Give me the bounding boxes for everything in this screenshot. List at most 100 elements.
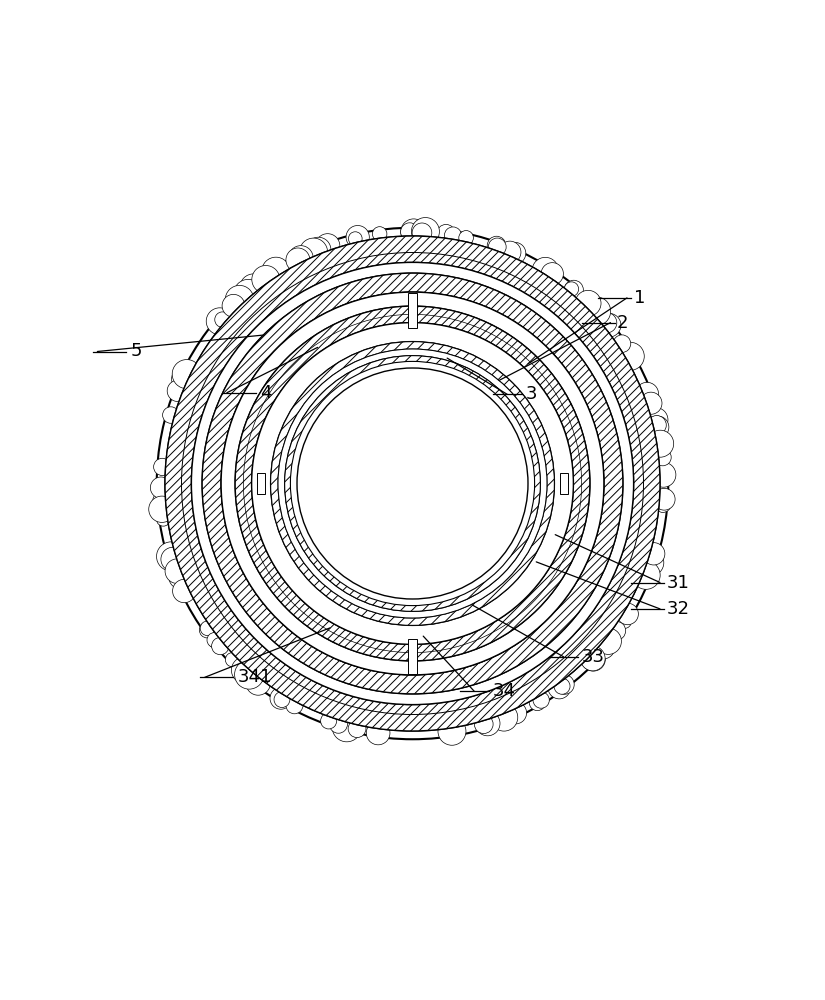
- Circle shape: [533, 692, 549, 708]
- Circle shape: [475, 711, 500, 736]
- Circle shape: [372, 227, 387, 241]
- Circle shape: [221, 292, 604, 675]
- Circle shape: [564, 280, 583, 299]
- Circle shape: [616, 613, 632, 629]
- Circle shape: [488, 236, 506, 255]
- Circle shape: [306, 237, 331, 262]
- Circle shape: [651, 462, 676, 487]
- Circle shape: [206, 308, 233, 335]
- Circle shape: [270, 687, 292, 709]
- Circle shape: [191, 262, 634, 705]
- Circle shape: [150, 477, 172, 498]
- Circle shape: [235, 306, 590, 661]
- Circle shape: [554, 678, 570, 694]
- Circle shape: [617, 603, 639, 625]
- Circle shape: [153, 492, 170, 509]
- Circle shape: [459, 231, 474, 245]
- Circle shape: [548, 676, 571, 699]
- Circle shape: [529, 694, 545, 711]
- Circle shape: [286, 248, 310, 272]
- Circle shape: [474, 715, 493, 734]
- Circle shape: [401, 219, 427, 245]
- Bar: [257, 473, 265, 494]
- Text: 31: 31: [667, 574, 690, 591]
- Circle shape: [231, 657, 258, 683]
- Circle shape: [632, 561, 660, 589]
- Circle shape: [240, 274, 267, 301]
- Circle shape: [223, 293, 248, 318]
- Bar: [408, 639, 417, 674]
- Circle shape: [237, 663, 252, 678]
- Circle shape: [163, 407, 179, 423]
- Circle shape: [488, 238, 507, 256]
- Circle shape: [647, 416, 669, 438]
- Circle shape: [191, 262, 634, 705]
- Circle shape: [640, 392, 662, 414]
- Circle shape: [412, 223, 431, 243]
- Text: 33: 33: [582, 648, 605, 666]
- Circle shape: [172, 360, 201, 389]
- Circle shape: [290, 361, 535, 606]
- Circle shape: [490, 704, 518, 731]
- Circle shape: [654, 449, 672, 466]
- Circle shape: [654, 496, 671, 512]
- Circle shape: [637, 549, 664, 576]
- Circle shape: [616, 342, 644, 370]
- Circle shape: [285, 356, 540, 611]
- Circle shape: [597, 313, 621, 337]
- Circle shape: [445, 227, 461, 244]
- Circle shape: [643, 543, 665, 565]
- Circle shape: [157, 228, 668, 739]
- Circle shape: [172, 367, 195, 391]
- Text: 3: 3: [526, 385, 537, 403]
- Circle shape: [157, 542, 186, 571]
- Circle shape: [647, 430, 674, 457]
- Circle shape: [554, 675, 574, 694]
- Circle shape: [329, 715, 347, 733]
- Circle shape: [575, 290, 601, 316]
- Circle shape: [209, 634, 223, 648]
- Circle shape: [225, 653, 239, 667]
- Circle shape: [234, 660, 264, 689]
- Circle shape: [278, 349, 547, 618]
- Circle shape: [286, 697, 303, 714]
- Circle shape: [246, 671, 271, 695]
- Circle shape: [221, 292, 604, 675]
- Circle shape: [148, 496, 175, 522]
- Circle shape: [202, 273, 623, 694]
- Circle shape: [289, 246, 314, 270]
- Circle shape: [348, 720, 366, 738]
- Text: 5: 5: [130, 342, 142, 360]
- Circle shape: [541, 263, 563, 285]
- Circle shape: [348, 232, 362, 245]
- Text: 1: 1: [634, 289, 645, 307]
- Circle shape: [212, 637, 229, 655]
- Circle shape: [346, 226, 370, 249]
- Circle shape: [278, 349, 547, 618]
- Circle shape: [202, 273, 623, 694]
- Circle shape: [169, 567, 191, 589]
- Bar: [408, 293, 417, 328]
- Circle shape: [595, 628, 621, 654]
- Circle shape: [649, 421, 667, 438]
- Circle shape: [299, 238, 328, 266]
- Circle shape: [315, 234, 340, 258]
- Circle shape: [412, 218, 440, 246]
- Circle shape: [239, 664, 260, 685]
- Circle shape: [262, 257, 290, 286]
- Text: 32: 32: [667, 600, 690, 618]
- Circle shape: [165, 559, 190, 583]
- Circle shape: [653, 437, 669, 453]
- Circle shape: [207, 633, 222, 647]
- Circle shape: [492, 709, 511, 728]
- Circle shape: [235, 306, 590, 661]
- Circle shape: [596, 313, 617, 333]
- Circle shape: [151, 479, 169, 497]
- Text: 341: 341: [238, 668, 272, 686]
- Circle shape: [165, 236, 660, 731]
- Circle shape: [200, 622, 215, 638]
- Circle shape: [505, 702, 526, 724]
- Circle shape: [332, 713, 361, 742]
- Circle shape: [510, 705, 523, 719]
- Circle shape: [504, 242, 526, 264]
